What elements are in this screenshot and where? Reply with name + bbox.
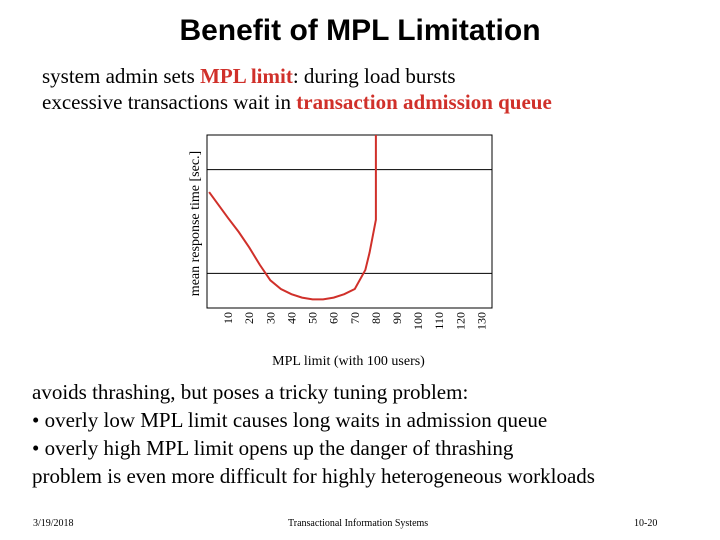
intro-text: system admin sets MPL limit: during load… [42,63,552,115]
x-tick-label: 20 [242,312,256,324]
x-tick-label: 80 [369,312,383,324]
x-tick-labels: 10 20 30 40 50 60 70 80 90 100 110 120 130 [221,312,488,330]
response-time-curve [208,135,377,301]
chart-grid [207,169,492,274]
x-tick-label: 100 [411,312,425,330]
intro-line-2-start: excessive transactions wait in [42,90,297,114]
x-axis-label: MPL limit (with 100 users) [272,354,425,369]
x-tick-label: 120 [453,312,467,330]
intro-line-2: excessive transactions wait in transacti… [42,89,552,115]
body-line-2: • overly low MPL limit causes long waits… [32,408,548,432]
body-line-4: problem is even more difficult for highl… [32,464,595,488]
intro-line-1-end: : during load bursts [292,64,456,88]
intro-line-1-start: system admin sets [42,64,201,88]
mpl-limit-highlight: MPL limit [200,64,293,88]
body-line-3: • overly high MPL limit opens up the dan… [32,436,514,460]
x-tick-label: 60 [327,312,341,324]
plot-frame [206,134,493,309]
x-tick-label: 40 [284,312,298,324]
x-tick-label: 130 [474,312,488,330]
footer-date: 3/19/2018 [33,518,74,529]
x-tick-label: 110 [432,312,446,330]
slide-title: Benefit of MPL Limitation [179,14,541,47]
admission-queue-highlight: transaction admission queue [296,90,552,114]
x-tick-label: 30 [263,312,277,324]
body-line-1: avoids thrashing, but poses a tricky tun… [32,380,469,404]
x-tick-label: 90 [390,312,404,324]
y-axis-label: mean response time [sec.] [188,151,203,296]
x-tick-label: 10 [221,312,235,324]
intro-line-1: system admin sets MPL limit: during load… [42,63,552,89]
x-tick-label: 70 [348,312,362,324]
body-text: avoids thrashing, but poses a tricky tun… [32,378,595,490]
footer-title: Transactional Information Systems [288,518,429,529]
footer-page-number: 10-20 [634,518,658,529]
x-tick-label: 50 [306,312,320,324]
